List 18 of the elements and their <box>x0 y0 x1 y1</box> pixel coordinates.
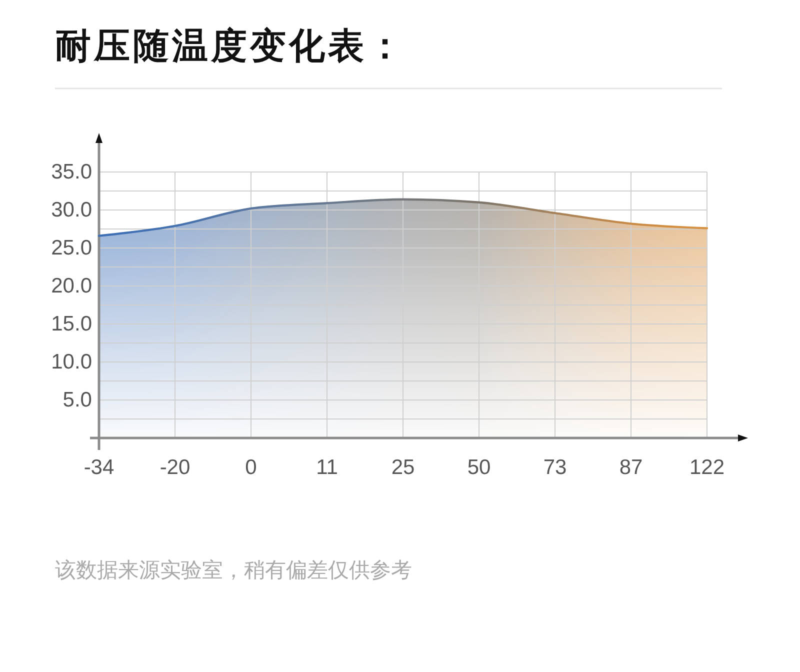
y-tick-label: 20.0 <box>51 274 92 298</box>
x-tick-label: 0 <box>245 456 257 479</box>
x-tick-label: 122 <box>689 456 725 479</box>
x-tick-label: -34 <box>84 456 114 479</box>
y-tick-label: 15.0 <box>51 312 92 336</box>
text: 该数据来源实验室，稍有偏差仅供参考 <box>55 559 412 582</box>
y-tick-label: 25.0 <box>51 236 92 260</box>
chart-title: 耐压随温度变化表： <box>55 25 406 66</box>
x-tick-label: -20 <box>160 456 190 479</box>
x-tick-label: 11 <box>316 456 338 479</box>
y-tick-label: 10.0 <box>51 350 92 374</box>
y-tick-label: 30.0 <box>51 198 92 222</box>
y-tick-label: 35.0 <box>51 160 92 184</box>
x-tick-label: 25 <box>391 456 415 479</box>
x-tick-label: 50 <box>467 456 491 479</box>
x-tick-label: 73 <box>543 456 567 479</box>
x-tick-label: 87 <box>619 456 643 479</box>
y-tick-label: 5.0 <box>62 388 92 412</box>
